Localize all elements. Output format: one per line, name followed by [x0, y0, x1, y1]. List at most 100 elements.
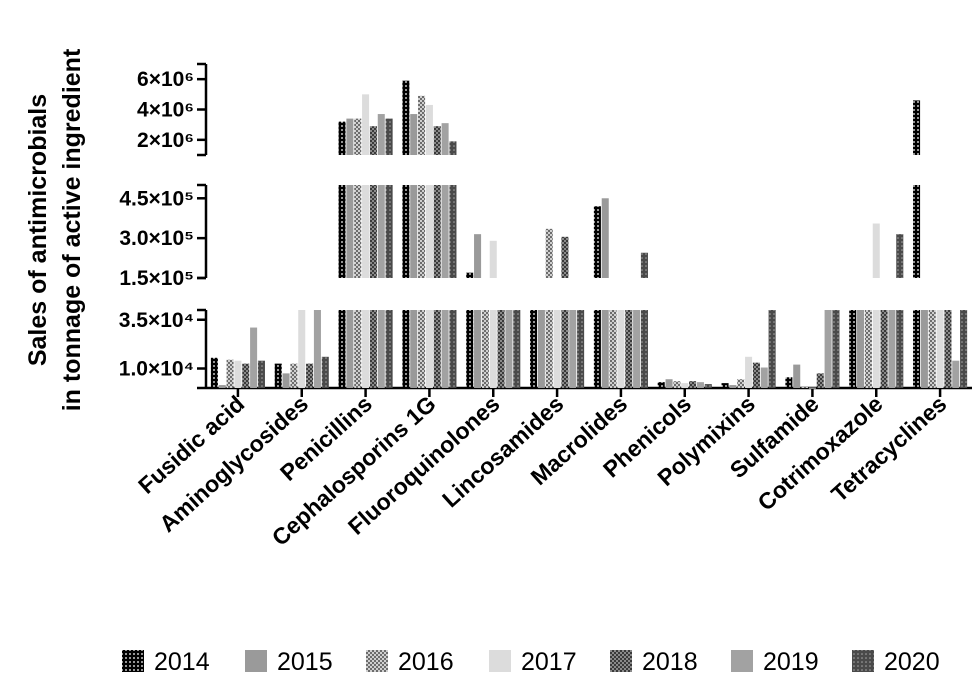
bar-2020-cotrimoxazole: [896, 234, 904, 278]
bar-2016-polymixins: [737, 379, 745, 388]
x-category-labels: Fusidic acidAminoglycosidesPenicillinsCe…: [133, 390, 951, 550]
bar-2017-cephalosporins-1g: [425, 104, 433, 155]
bar-2019-penicillins: [377, 185, 385, 278]
bar-2019-macrolides: [633, 310, 641, 388]
bar-2016-cephalosporins-1g: [418, 310, 426, 388]
bar-2015-cotrimoxazole: [857, 310, 865, 388]
bar-2014-macrolides: [593, 310, 601, 388]
legend-label: 2015: [277, 648, 333, 676]
bar-2020-penicillins: [385, 185, 393, 278]
bar-2016-cotrimoxazole: [864, 310, 872, 388]
bar-2016-macrolides: [609, 310, 617, 388]
bar-2016-sulfamide: [801, 387, 809, 389]
bar-2014-penicillins: [338, 310, 346, 388]
bar-2015-penicillins: [346, 118, 354, 155]
y-tick-label: 1.0×10⁴: [119, 358, 194, 381]
bar-2017-penicillins: [362, 310, 370, 388]
bar-2014-tetracyclines: [913, 185, 921, 278]
bar-2014-fluoroquinolones: [466, 310, 474, 388]
axes: 1.0×10⁴ 3.5×10⁴ 1.5×10⁵ 3.0×10⁵ 4.5×10⁵ 2×10⁶…: [119, 62, 972, 397]
bar-2018-penicillins: [369, 310, 377, 388]
bar-2019-cephalosporins-1g: [441, 123, 449, 155]
bar-2014-tetracyclines: [913, 100, 921, 155]
bar-2014-fusidic-acid: [210, 357, 218, 388]
bar-2019-penicillins: [377, 310, 385, 388]
bar-2020-macrolides: [640, 310, 648, 388]
bar-2016-phenicols: [673, 381, 681, 388]
bar-2018-tetracyclines: [944, 310, 952, 388]
bar-2017-cephalosporins-1g: [425, 310, 433, 388]
bar-2018-lincosamides: [561, 236, 569, 278]
bar-2018-sulfamide: [816, 373, 824, 388]
bar-2017-cotrimoxazole: [872, 223, 880, 278]
bar-2018-phenicols: [689, 381, 697, 388]
bar-2016-aminoglycosides: [290, 363, 298, 388]
bar-2018-cephalosporins-1g: [433, 126, 441, 155]
bar-2015-tetracyclines: [920, 310, 928, 388]
bar-2020-fluoroquinolones: [513, 310, 521, 388]
y-tick-label: 1.5×10⁵: [119, 267, 194, 290]
bar-2020-cephalosporins-1g: [449, 141, 457, 155]
bar-2017-tetracyclines: [936, 310, 944, 388]
bar-2018-polymixins: [752, 362, 760, 388]
bar-2017-fusidic-acid: [234, 360, 242, 388]
bar-2019-polymixins: [760, 367, 768, 388]
bar-2018-penicillins: [369, 126, 377, 155]
bar-2020-cephalosporins-1g: [449, 310, 457, 388]
bar-2020-cephalosporins-1g: [449, 185, 457, 278]
bar-2016-cephalosporins-1g: [418, 95, 426, 155]
bar-2017-aminoglycosides: [298, 310, 306, 388]
bar-2019-fluoroquinolones: [505, 310, 513, 388]
bar-2019-fusidic-acid: [250, 327, 258, 388]
y-tick-label: 3.5×10⁴: [119, 309, 194, 332]
bar-2017-fluoroquinolones: [489, 240, 497, 278]
bar-2020-phenicols: [704, 384, 712, 388]
bar-2015-phenicols: [665, 379, 673, 388]
bar-2015-cephalosporins-1g: [410, 185, 418, 278]
bar-2018-aminoglycosides: [306, 363, 314, 388]
bar-2020-aminoglycosides: [321, 356, 329, 388]
bar-2014-polymixins: [721, 383, 729, 388]
bar-2015-fluoroquinolones: [474, 234, 482, 278]
bars: [210, 80, 968, 389]
bar-2014-aminoglycosides: [274, 363, 282, 388]
bar-2015-fusidic-acid: [218, 385, 226, 388]
legend-swatch: [366, 650, 388, 672]
y-tick-label: 2×10⁶: [137, 129, 194, 152]
bar-2014-cephalosporins-1g: [402, 310, 410, 388]
bar-2018-penicillins: [369, 185, 377, 278]
bar-2017-penicillins: [362, 94, 370, 155]
bar-2017-sulfamide: [808, 387, 816, 389]
legend-label: 2018: [642, 648, 698, 676]
bar-2019-tetracyclines: [952, 360, 960, 388]
bar-2018-cotrimoxazole: [880, 310, 888, 388]
bar-2016-lincosamides: [545, 310, 553, 388]
bar-2018-macrolides: [625, 310, 633, 388]
y-axis-title-line1: Sales of antimicrobials: [24, 94, 52, 366]
bar-2020-sulfamide: [832, 310, 840, 388]
bar-2019-phenicols: [696, 382, 704, 388]
bar-2016-fluoroquinolones: [481, 310, 489, 388]
bar-2020-tetracyclines: [960, 310, 968, 388]
bar-2020-penicillins: [385, 310, 393, 388]
legend-label: 2014: [154, 648, 210, 676]
bar-2016-lincosamides: [545, 228, 553, 278]
bar-2016-cephalosporins-1g: [418, 185, 426, 278]
legend-label: 2017: [521, 648, 577, 676]
bar-2019-cotrimoxazole: [888, 310, 896, 388]
bar-2014-phenicols: [657, 382, 665, 388]
legend-swatch: [245, 650, 267, 672]
legend-swatch: [122, 650, 144, 672]
bar-2017-polymixins: [745, 356, 753, 388]
bar-2019-cephalosporins-1g: [441, 185, 449, 278]
legend-label: 2020: [884, 648, 940, 676]
legend-swatch: [852, 650, 874, 672]
bar-2016-penicillins: [354, 185, 362, 278]
legend-swatch: [731, 650, 753, 672]
bar-2014-cephalosporins-1g: [402, 80, 410, 155]
bar-2018-cephalosporins-1g: [433, 310, 441, 388]
bar-2016-fusidic-acid: [226, 359, 234, 388]
bar-2017-cotrimoxazole: [872, 310, 880, 388]
bar-2016-penicillins: [354, 118, 362, 155]
